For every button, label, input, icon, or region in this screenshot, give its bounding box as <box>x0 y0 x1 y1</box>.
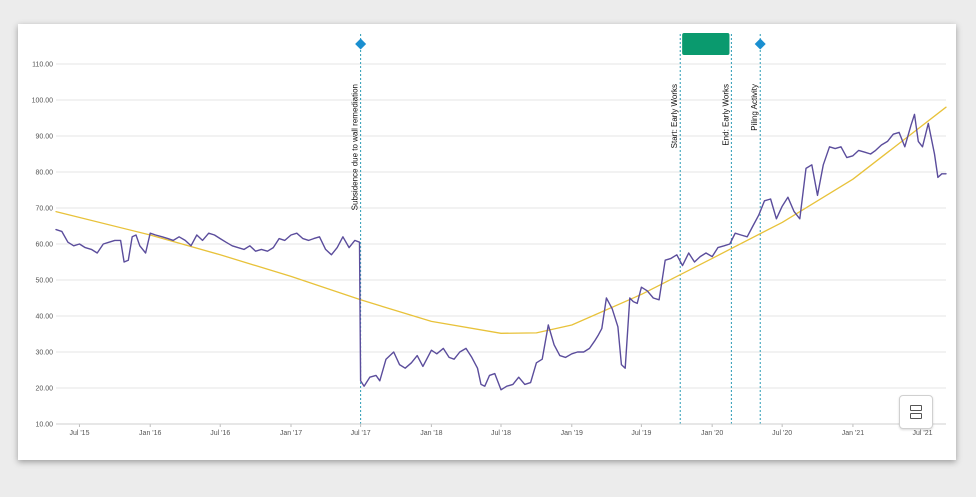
trend-line <box>55 106 947 334</box>
x-tick-label: Jul '16 <box>210 430 230 437</box>
line-chart: 10.00 20.00 30.00 40.00 50.00 60.00 70.00 80.00… <box>32 33 947 437</box>
y-tick-label: 30.00 <box>35 350 53 357</box>
x-tick-label: Jul '18 <box>491 430 511 437</box>
y-tick-label: 90.00 <box>35 134 53 141</box>
x-tick-label: Jul '19 <box>631 430 651 437</box>
chart-card: 10.00 20.00 30.00 40.00 50.00 60.00 70.00 80.00… <box>18 24 956 460</box>
y-tick-label: 50.00 <box>35 278 53 285</box>
y-tick-label: 40.00 <box>35 314 53 321</box>
x-tick-label: Jan '21 <box>842 430 864 437</box>
y-tick-label: 60.00 <box>35 242 53 249</box>
annotation-diamond <box>355 38 367 50</box>
x-tick-label: Jul '21 <box>913 430 933 437</box>
annotation-label: Subsidence due to wall remediation <box>351 84 360 210</box>
annotation-diamond <box>754 38 766 50</box>
x-tick-label: Jan '20 <box>701 430 723 437</box>
y-tick-label: 100.00 <box>32 98 54 105</box>
layout-rows-icon <box>910 405 922 411</box>
x-tick-label: Jan '19 <box>561 430 583 437</box>
x-tick-label: Jul '20 <box>772 430 792 437</box>
layout-rows-icon-lower <box>910 413 922 419</box>
annotation-label: Piling Activity <box>750 84 759 131</box>
measurement-series-line <box>55 113 947 391</box>
y-tick-label: 20.00 <box>35 386 53 393</box>
annotation-label: Start: Early Works <box>670 84 679 148</box>
annotation-label: End: Early Works <box>721 84 730 146</box>
x-tick-label: Jan '18 <box>420 430 442 437</box>
y-tick-label: 110.00 <box>32 62 53 69</box>
x-tick-label: Jul '15 <box>69 430 89 437</box>
layout-toggle-button[interactable] <box>899 395 933 429</box>
x-tick-label: Jan '17 <box>280 430 302 437</box>
x-tick-label: Jul '17 <box>351 430 371 437</box>
x-tick-label: Jan '16 <box>139 430 161 437</box>
y-tick-label: 10.00 <box>35 422 53 429</box>
y-tick-label: 80.00 <box>35 170 53 177</box>
y-tick-label: 70.00 <box>35 206 53 213</box>
annotation-band <box>682 33 730 55</box>
